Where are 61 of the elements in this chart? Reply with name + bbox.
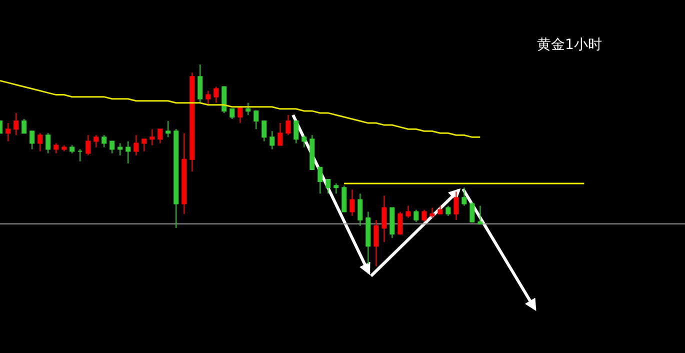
- candlestick: [294, 120, 299, 144]
- candlestick: [110, 140, 114, 154]
- candlestick: [6, 122, 10, 142]
- candlestick: [366, 211, 371, 265]
- candlestick: [46, 132, 50, 154]
- candlestick: [270, 130, 275, 150]
- candlestick: [310, 134, 315, 170]
- candlestick: [438, 205, 443, 214]
- candlestick: [22, 118, 26, 134]
- candlestick: [158, 128, 163, 144]
- candlestick: [238, 106, 243, 124]
- candlestick: [102, 134, 106, 148]
- candlestick: [302, 134, 307, 148]
- candlestick: [222, 86, 227, 114]
- candlestick: [374, 219, 379, 267]
- candlestick: [430, 207, 435, 218]
- candlestick: [334, 183, 339, 194]
- candlestick: [198, 64, 203, 104]
- candlestick: [390, 207, 395, 239]
- candlestick: [206, 90, 211, 106]
- candlestick: [326, 179, 331, 194]
- candlestick: [278, 122, 283, 146]
- candlestick: [150, 128, 154, 146]
- candlestick: [414, 209, 419, 222]
- candlestick: [246, 102, 251, 116]
- candlestick: [230, 108, 235, 120]
- candlestick: [470, 201, 475, 222]
- candlestick: [78, 148, 82, 162]
- candlestick: [14, 112, 18, 136]
- candlestick: [118, 142, 122, 156]
- candlestick: [358, 193, 363, 226]
- candlestick: [38, 132, 42, 152]
- candlestick: [142, 138, 146, 152]
- candlestick: [214, 86, 219, 104]
- chart-title: 黄金1小时: [537, 37, 602, 53]
- candlestick: [54, 142, 58, 154]
- candlestick: [454, 191, 459, 220]
- candlestick: [262, 120, 267, 142]
- candlestick: [166, 120, 171, 138]
- candlestick: [126, 140, 130, 164]
- candlestick: [318, 166, 323, 194]
- candlestick: [134, 134, 138, 156]
- candlestick: [86, 134, 90, 156]
- candlestick: [382, 195, 387, 243]
- candlestick: [254, 110, 259, 130]
- candlestick: [94, 134, 98, 148]
- candlestick: [190, 72, 195, 172]
- candlestick: [62, 144, 66, 152]
- candlestick: [462, 187, 467, 206]
- candlestick: [350, 189, 355, 216]
- candlestick: [478, 205, 483, 224]
- candlestick: [286, 114, 291, 136]
- candlestick: [30, 130, 34, 150]
- candlestick: [342, 185, 347, 212]
- candlestick: [406, 205, 411, 218]
- candlestick: [446, 205, 451, 216]
- candlestick: [70, 144, 74, 154]
- candlestick: [174, 128, 179, 228]
- candlestick: [398, 211, 403, 234]
- candlestick: [182, 132, 187, 214]
- candlestick: [422, 209, 427, 222]
